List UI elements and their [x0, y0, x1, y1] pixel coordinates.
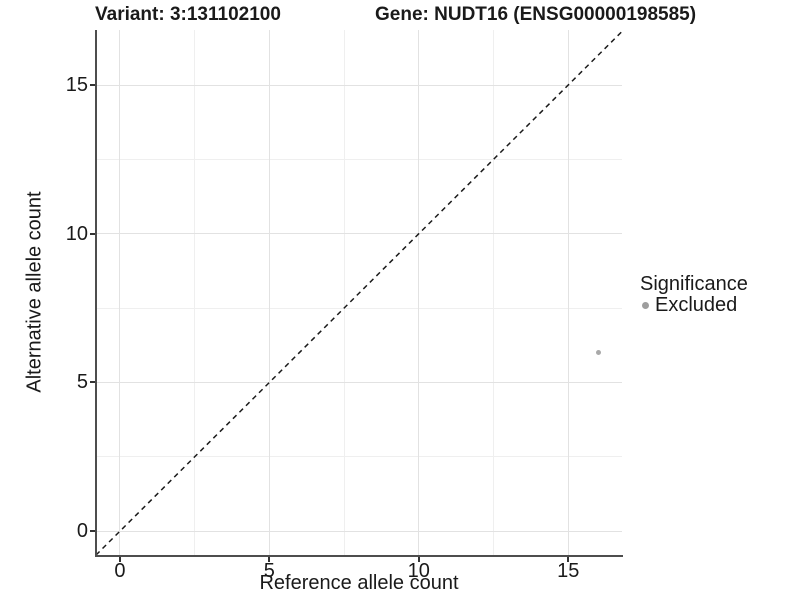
legend-title: Significance [640, 273, 748, 295]
y-tick-label: 10 [65, 222, 88, 245]
x-tick-mark [417, 557, 420, 562]
y-tick-label: 0 [76, 520, 88, 543]
excluded-dot-icon [642, 302, 649, 309]
gridline-major-v [567, 30, 569, 555]
identity-line [96, 30, 622, 555]
gridline-minor-v [343, 30, 345, 555]
legend: Significance Excluded [640, 273, 748, 316]
y-tick-mark [90, 84, 95, 87]
y-axis-title: Alternative allele count [23, 191, 46, 393]
y-tick-mark [90, 530, 95, 533]
legend-item-excluded: Excluded [640, 294, 748, 316]
gridline-major-v [268, 30, 270, 555]
x-tick-label: 0 [114, 560, 126, 582]
y-tick-label: 15 [65, 74, 88, 97]
gridline-major-h [96, 233, 622, 235]
x-tick-label: 15 [557, 560, 580, 582]
gridline-minor-h [96, 307, 622, 309]
data-point [595, 350, 601, 356]
gridline-minor-h [96, 158, 622, 160]
x-tick-mark [268, 557, 271, 562]
legend-item-label: Excluded [655, 294, 738, 316]
gridline-minor-h [96, 456, 622, 458]
x-tick-label: 10 [407, 560, 430, 582]
y-tick-mark [90, 381, 95, 384]
gridline-minor-v [194, 30, 196, 555]
x-axis-line [95, 555, 623, 557]
gridline-minor-v [492, 30, 494, 555]
gridline-major-h [96, 84, 622, 86]
y-axis-line [95, 30, 97, 557]
identity-line-layer [96, 30, 622, 555]
gene-title: Gene: NUDT16 (ENSG00000198585) [375, 4, 697, 25]
gridline-major-h [96, 530, 622, 532]
x-tick-mark [567, 557, 570, 562]
y-tick-mark [90, 232, 95, 235]
x-axis-title: Reference allele count [259, 572, 459, 594]
gridline-major-v [418, 30, 420, 555]
x-tick-mark [118, 557, 121, 562]
variant-title: Variant: 3:131102100 [95, 4, 281, 25]
x-tick-label: 5 [263, 560, 275, 582]
gridline-major-h [96, 381, 622, 383]
y-tick-label: 5 [76, 371, 88, 394]
gridline-major-v [119, 30, 121, 555]
